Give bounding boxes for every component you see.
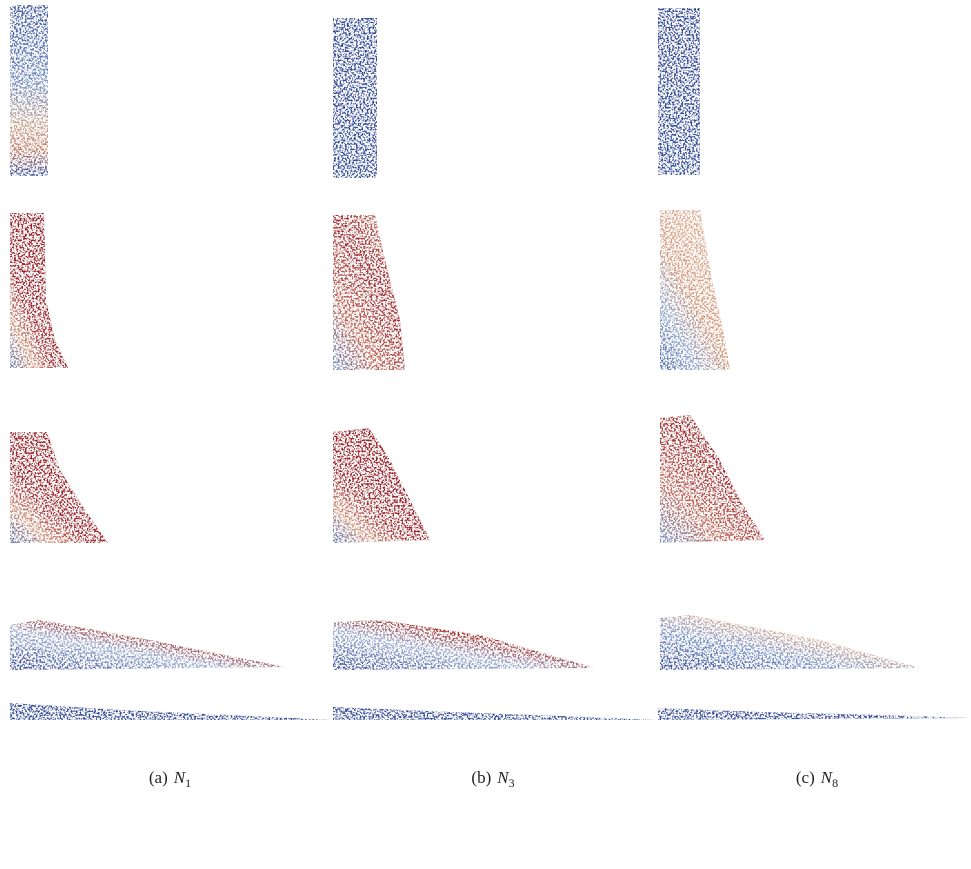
captions: (a)N1 (b)N3 (c)N8 (149, 768, 838, 790)
caption-tag: (a) (149, 768, 168, 787)
caption-tag: (b) (471, 768, 491, 787)
caption-subscript: 3 (509, 776, 515, 790)
caption-subscript: 8 (832, 776, 838, 790)
caption-tag: (c) (796, 768, 815, 787)
figure: (a)N1 (b)N3 (c)N8 (0, 0, 971, 869)
caption: (a)N1 (149, 768, 191, 790)
caption-subscript: 1 (185, 776, 191, 790)
snapshots (10, 5, 970, 720)
caption: (b)N3 (471, 768, 514, 790)
caption: (c)N8 (796, 768, 838, 790)
